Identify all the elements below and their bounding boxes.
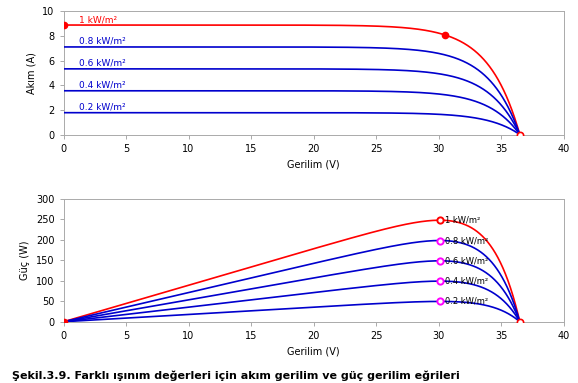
Y-axis label: Akım (A): Akım (A) bbox=[27, 52, 37, 94]
X-axis label: Gerilim (V): Gerilim (V) bbox=[287, 159, 340, 169]
Text: 0.2 kW/m²: 0.2 kW/m² bbox=[444, 297, 488, 306]
Text: 0.2 kW/m²: 0.2 kW/m² bbox=[79, 103, 125, 112]
Text: 1 kW/m²: 1 kW/m² bbox=[79, 15, 117, 24]
Text: 0.8 kW/m²: 0.8 kW/m² bbox=[79, 37, 125, 46]
Text: 1 kW/m²: 1 kW/m² bbox=[444, 216, 480, 225]
Y-axis label: Güç (W): Güç (W) bbox=[20, 241, 31, 280]
Text: 0.8 kW/m²: 0.8 kW/m² bbox=[444, 236, 488, 245]
Text: 0.6 kW/m²: 0.6 kW/m² bbox=[444, 256, 488, 265]
Text: 0.4 kW/m²: 0.4 kW/m² bbox=[79, 81, 125, 90]
X-axis label: Gerilim (V): Gerilim (V) bbox=[287, 346, 340, 356]
Text: 0.4 kW/m²: 0.4 kW/m² bbox=[444, 277, 488, 286]
Text: 0.6 kW/m²: 0.6 kW/m² bbox=[79, 59, 125, 68]
Text: Şekil.3.9. Farklı ışınım değerleri için akım gerilim ve güç gerilim eğrileri: Şekil.3.9. Farklı ışınım değerleri için … bbox=[12, 371, 460, 381]
